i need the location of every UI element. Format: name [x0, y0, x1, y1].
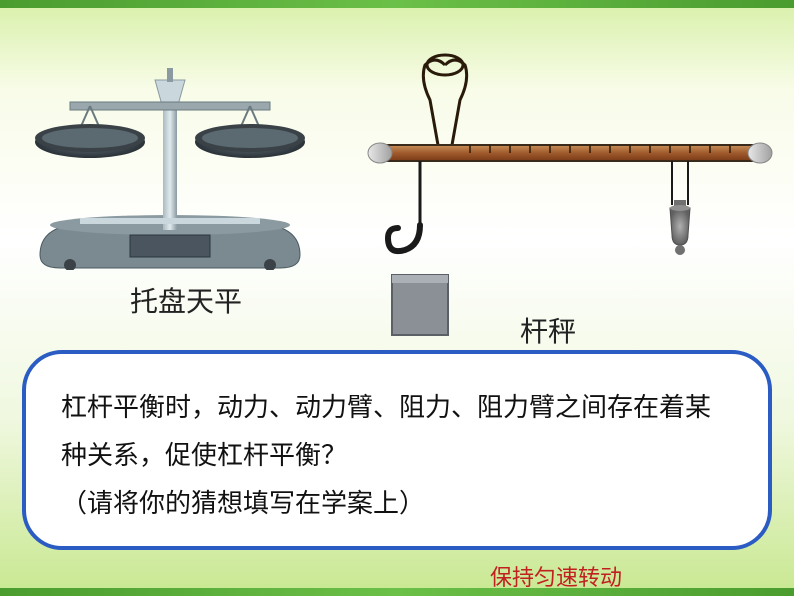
balance-scale-svg [20, 30, 320, 270]
balance-scale-figure [20, 30, 320, 275]
partial-red-text: 保持匀速转动 [490, 560, 622, 592]
steelyard-svg [350, 50, 780, 350]
callout-line-2: （请将你的猜想填写在学案上） [61, 480, 733, 528]
bottom-stripe [0, 588, 794, 596]
question-callout: 杠杆平衡时，动力、动力臂、阻力、阻力臂之间存在着某种关系，促使杠杆平衡？ （请将… [22, 350, 772, 550]
steelyard-label: 杆秤 [520, 310, 576, 350]
balance-scale-label: 托盘天平 [130, 280, 242, 320]
callout-line-1: 杠杆平衡时，动力、动力臂、阻力、阻力臂之间存在着某种关系，促使杠杆平衡？ [61, 384, 733, 480]
top-stripe [0, 0, 794, 8]
